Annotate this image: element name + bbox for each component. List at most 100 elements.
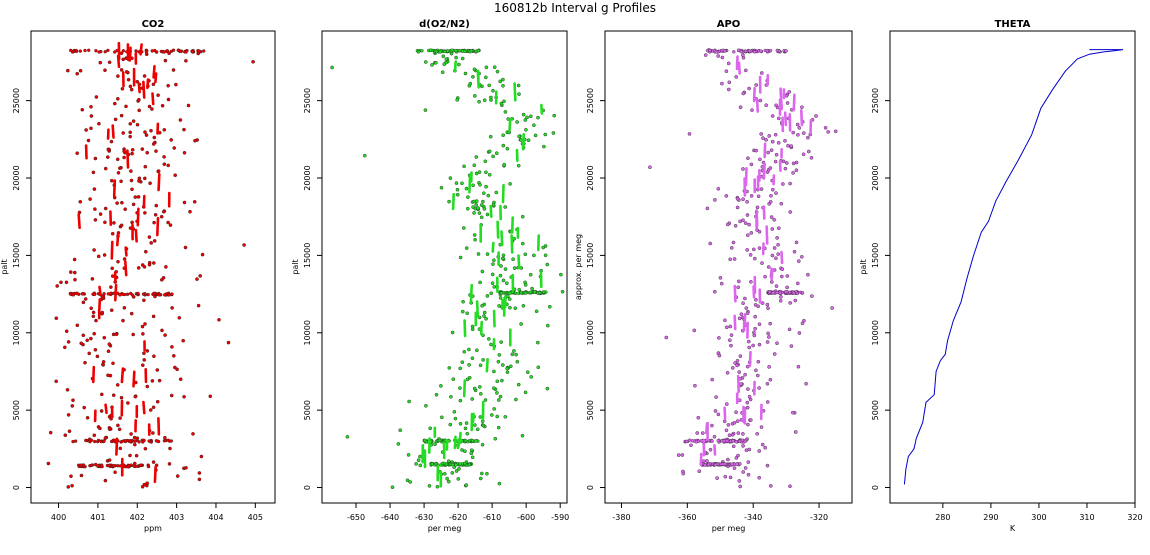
data-point — [421, 49, 424, 52]
data-point — [729, 258, 732, 261]
x-tick-label: -320 — [810, 513, 828, 522]
data-point — [461, 361, 464, 364]
data-point — [522, 113, 525, 116]
data-point — [95, 95, 98, 98]
data-point — [138, 440, 141, 443]
data-point — [477, 49, 480, 52]
data-point — [100, 393, 103, 396]
data-point — [797, 365, 800, 368]
data-point — [514, 398, 517, 401]
data-point — [156, 400, 159, 403]
data-point — [148, 105, 151, 108]
data-point — [723, 50, 726, 53]
data-point — [73, 278, 76, 281]
data-point — [464, 72, 467, 75]
data-point — [797, 260, 800, 263]
data-point — [133, 436, 136, 439]
data-point — [63, 346, 66, 349]
data-point — [512, 349, 515, 352]
data-point — [125, 70, 128, 73]
data-point — [727, 88, 730, 91]
data-point — [142, 352, 145, 355]
data-point — [552, 131, 555, 134]
data-point — [736, 197, 739, 200]
data-segment — [794, 95, 795, 110]
data-segment — [93, 367, 94, 382]
data-point — [779, 292, 782, 295]
data-point — [648, 166, 651, 169]
data-point — [474, 439, 477, 442]
data-point — [452, 378, 455, 381]
data-point — [775, 342, 778, 345]
data-segment — [519, 256, 520, 269]
data-point — [152, 315, 155, 318]
data-point — [779, 295, 782, 298]
data-point — [481, 443, 484, 446]
data-point — [463, 165, 466, 168]
data-point — [707, 463, 710, 466]
data-point — [148, 236, 151, 239]
data-point — [502, 279, 505, 282]
data-point — [169, 224, 172, 227]
x-tick-label: 300 — [1031, 513, 1046, 522]
data-point — [695, 440, 698, 443]
data-point — [760, 132, 763, 135]
data-point — [472, 206, 475, 209]
data-point — [446, 477, 449, 480]
data-segment — [782, 252, 783, 263]
data-point — [67, 413, 70, 416]
data-segment — [455, 62, 456, 72]
data-point — [746, 200, 749, 203]
data-point — [531, 287, 534, 290]
data-point — [758, 476, 761, 479]
data-point — [788, 90, 791, 93]
data-point — [746, 401, 749, 404]
data-point — [471, 456, 474, 459]
data-point — [744, 69, 747, 72]
data-point — [524, 283, 527, 286]
data-point — [754, 327, 757, 330]
data-point — [768, 134, 771, 137]
data-point — [732, 440, 735, 443]
data-point — [419, 464, 422, 467]
data-point — [546, 324, 549, 327]
data-point — [496, 415, 499, 418]
data-point — [503, 163, 506, 166]
data-point — [746, 423, 749, 426]
data-point — [174, 83, 177, 86]
data-point — [454, 49, 457, 52]
data-segment — [453, 194, 454, 209]
data-point — [445, 58, 448, 61]
data-point — [766, 400, 769, 403]
data-point — [561, 290, 564, 293]
data-point — [122, 58, 125, 61]
data-point — [407, 453, 410, 456]
data-point — [96, 440, 99, 443]
data-point — [758, 247, 761, 250]
data-point — [765, 138, 768, 141]
data-point — [792, 292, 795, 295]
data-point — [479, 392, 482, 395]
data-point — [744, 466, 747, 469]
data-point — [497, 426, 500, 429]
data-point — [506, 147, 509, 150]
data-point — [147, 293, 150, 296]
data-point — [735, 456, 738, 459]
data-point — [96, 465, 99, 468]
data-point — [177, 49, 180, 52]
data-point — [753, 257, 756, 260]
data-point — [209, 395, 212, 398]
data-point — [150, 107, 153, 110]
data-point — [725, 70, 728, 73]
data-point — [740, 313, 743, 316]
data-point — [133, 465, 136, 468]
data-point — [464, 427, 467, 430]
data-point — [164, 265, 167, 268]
data-point — [81, 292, 84, 295]
panel-title: THETA — [995, 19, 1031, 30]
data-point — [717, 336, 720, 339]
data-segment — [157, 218, 158, 235]
y-tick-label: 10000 — [586, 320, 595, 345]
data-point — [485, 66, 488, 69]
data-point — [122, 49, 125, 52]
